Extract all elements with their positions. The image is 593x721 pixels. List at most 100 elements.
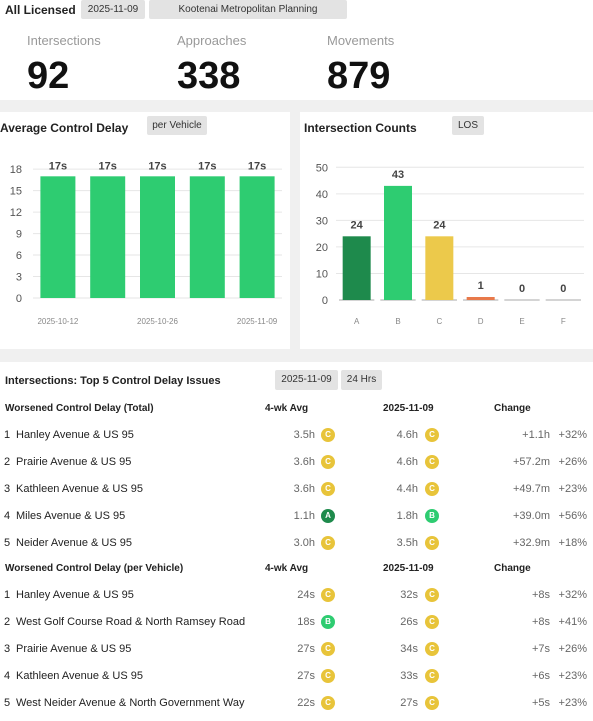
row-rank: 2 — [4, 616, 11, 628]
y-tick-label: 9 — [16, 229, 22, 241]
delay-bar-label: 17s — [49, 160, 67, 172]
count-bar-label: 43 — [392, 169, 404, 181]
y-tick-label: 15 — [10, 186, 22, 198]
avg-los-badge: C — [321, 642, 335, 656]
intersection-name[interactable]: Kathleen Avenue & US 95 — [16, 483, 144, 495]
delay-bar-label: 17s — [148, 160, 166, 172]
avg-delay-value: 1.1h — [293, 510, 315, 522]
delay-bar — [90, 176, 126, 298]
current-los-badge: C — [425, 588, 439, 602]
current-delay-value: 4.6h — [396, 429, 418, 441]
issues-period-chip[interactable]: 24 Hrs — [341, 370, 382, 390]
current-los-badge: C — [425, 536, 439, 550]
avg-delay-value: 18s — [297, 616, 315, 628]
count-bar-label: 1 — [478, 280, 484, 292]
avg-los-badge: C — [321, 536, 335, 550]
count-bar — [425, 236, 454, 300]
current-los-badge: C — [425, 669, 439, 683]
count-bar-label: 24 — [351, 219, 364, 231]
stat-value-movements: 879 — [327, 55, 391, 97]
organization-chip[interactable]: Kootenai Metropolitan Planning Organizat… — [149, 0, 347, 34]
row-rank: 2 — [4, 456, 11, 468]
avg-los-badge: A — [321, 509, 335, 523]
intersection-name[interactable]: Prairie Avenue & US 95 — [16, 643, 132, 655]
delay-bar-label: 17s — [198, 160, 216, 172]
avg-los-badge: B — [321, 615, 335, 629]
current-delay-value: 3.5h — [396, 537, 418, 549]
intersection-name[interactable]: Hanley Avenue & US 95 — [16, 429, 134, 441]
intersection-name[interactable]: Kathleen Avenue & US 95 — [16, 670, 144, 682]
change-value: +5s — [531, 697, 550, 709]
change-value: +7s — [531, 643, 550, 655]
change-value: +39.0m — [513, 510, 550, 522]
current-delay-value: 26s — [400, 616, 418, 628]
col-avg-header: 4-wk Avg — [265, 563, 309, 574]
change-value: +49.7m — [513, 483, 550, 495]
row-rank: 3 — [4, 483, 11, 495]
los-chip[interactable]: LOS — [452, 116, 484, 135]
avg-delay-value: 24s — [297, 589, 315, 601]
stat-value-intersections: 92 — [27, 55, 70, 97]
issues-date-chip[interactable]: 2025-11-09 — [275, 370, 338, 390]
delay-bar — [140, 176, 175, 298]
avg-delay-value: 27s — [297, 643, 315, 655]
avg-los-badge: C — [321, 455, 335, 469]
stat-label-approaches: Approaches — [177, 33, 247, 48]
per-vehicle-chip[interactable]: per Vehicle — [147, 116, 207, 135]
avg-los-badge: C — [321, 428, 335, 442]
change-value: +1.1h — [522, 429, 550, 441]
col-change-header: Change — [494, 563, 531, 574]
row-rank: 1 — [4, 589, 11, 601]
col-change-header: Change — [494, 403, 531, 414]
y-tick-label: 12 — [10, 207, 22, 219]
section-heading: Worsened Control Delay (per Vehicle) — [5, 563, 184, 574]
avg-delay-value: 22s — [297, 697, 315, 709]
intersection-name[interactable]: Miles Avenue & US 95 — [16, 510, 126, 522]
delay-bar — [239, 176, 275, 298]
section-heading: Worsened Control Delay (Total) — [5, 403, 154, 414]
y-tick-label: 0 — [16, 293, 22, 305]
delay-panel-title: Average Control Delay — [0, 121, 129, 135]
current-los-badge: C — [425, 615, 439, 629]
intersection-name[interactable]: Neider Avenue & US 95 — [16, 537, 132, 549]
y-tick-label: 30 — [316, 215, 328, 227]
intersection-name[interactable]: West Golf Course Road & North Ramsey Roa… — [16, 616, 246, 628]
current-delay-value: 33s — [400, 670, 418, 682]
stat-label-intersections: Intersections — [27, 33, 101, 48]
current-los-badge: B — [425, 509, 439, 523]
average-control-delay-panel: Average Control Delay per Vehicle 0 3 6 9 12… — [0, 112, 290, 349]
change-value: +8s — [531, 616, 550, 628]
current-delay-value: 27s — [400, 697, 418, 709]
x-tick-label: 2025-10-26 — [137, 317, 178, 326]
change-percent: +41% — [558, 616, 587, 628]
intersection-name[interactable]: West Neider Avenue & North Government Wa… — [16, 697, 245, 709]
count-bar — [384, 185, 412, 300]
avg-delay-value: 3.6h — [293, 483, 315, 495]
delay-bar — [40, 176, 76, 298]
change-percent: +23% — [558, 670, 587, 682]
y-tick-label: 18 — [10, 164, 22, 176]
y-tick-label: 20 — [316, 242, 328, 254]
row-rank: 4 — [4, 510, 11, 522]
current-delay-value: 34s — [400, 643, 418, 655]
x-tick-label: F — [561, 317, 566, 326]
stat-value-approaches: 338 — [177, 55, 241, 97]
y-tick-label: 0 — [322, 295, 328, 307]
x-tick-label: 2025-10-12 — [37, 317, 78, 326]
page-title: All Licensed — [5, 3, 76, 17]
change-percent: +26% — [558, 643, 587, 655]
count-bar — [342, 236, 371, 300]
change-value: +32.9m — [513, 537, 550, 549]
avg-delay-value: 3.5h — [293, 429, 315, 441]
date-chip[interactable]: 2025-11-09 — [81, 0, 145, 19]
change-value: +8s — [531, 589, 550, 601]
stat-label-movements: Movements — [327, 33, 395, 48]
row-rank: 4 — [4, 670, 11, 682]
intersection-name[interactable]: Prairie Avenue & US 95 — [16, 456, 132, 468]
x-tick-label: C — [436, 317, 442, 326]
current-los-badge: C — [425, 482, 439, 496]
intersection-name[interactable]: Hanley Avenue & US 95 — [16, 589, 134, 601]
delay-bar — [189, 176, 225, 298]
change-percent: +18% — [558, 537, 587, 549]
avg-los-badge: C — [321, 696, 335, 710]
